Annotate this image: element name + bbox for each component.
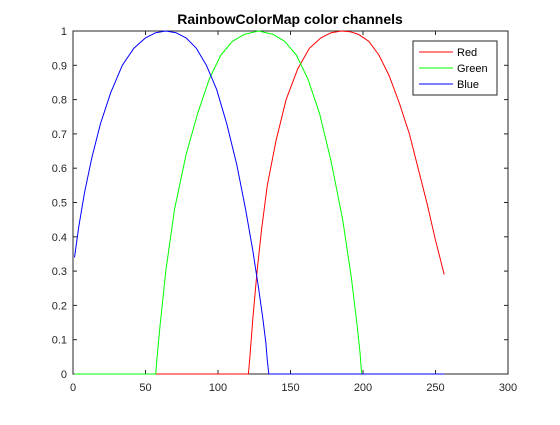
y-tick-label: 0.4 bbox=[52, 232, 67, 244]
series-line-green bbox=[74, 30, 445, 375]
legend: Red Green Blue bbox=[412, 40, 498, 96]
x-tick-label: 100 bbox=[209, 382, 227, 394]
y-tick-label: 1 bbox=[61, 26, 67, 38]
series-line-red bbox=[74, 30, 445, 375]
x-tick-label: 150 bbox=[281, 382, 299, 394]
x-tick-label: 50 bbox=[139, 382, 151, 394]
x-tick-label: 250 bbox=[426, 382, 444, 394]
legend-label-green: Green bbox=[457, 63, 488, 75]
legend-label-blue: Blue bbox=[457, 79, 479, 91]
x-axis: 0 50 100 150 200 250 300 bbox=[70, 31, 517, 394]
chart-title: RainbowColorMap color channels bbox=[177, 11, 403, 27]
y-tick-label: 0.3 bbox=[52, 266, 67, 278]
x-tick-label: 300 bbox=[499, 382, 517, 394]
y-axis: 0 0.1 0.2 0.3 0.4 0.5 0.6 0.7 0.8 0.9 1 bbox=[52, 26, 508, 381]
legend-label-red: Red bbox=[457, 47, 477, 59]
series-line-blue bbox=[74, 30, 445, 375]
y-tick-label: 0.2 bbox=[52, 300, 67, 312]
y-tick-label: 0.7 bbox=[52, 129, 67, 141]
x-tick-label: 0 bbox=[70, 382, 76, 394]
y-tick-label: 0.1 bbox=[52, 335, 67, 347]
y-tick-label: 0.6 bbox=[52, 163, 67, 175]
y-tick-label: 0.9 bbox=[52, 60, 67, 72]
y-tick-label: 0.5 bbox=[52, 198, 67, 210]
y-tick-label: 0.8 bbox=[52, 95, 67, 107]
y-tick-label: 0 bbox=[61, 369, 67, 381]
x-tick-label: 200 bbox=[354, 382, 372, 394]
plot-area bbox=[74, 30, 445, 375]
